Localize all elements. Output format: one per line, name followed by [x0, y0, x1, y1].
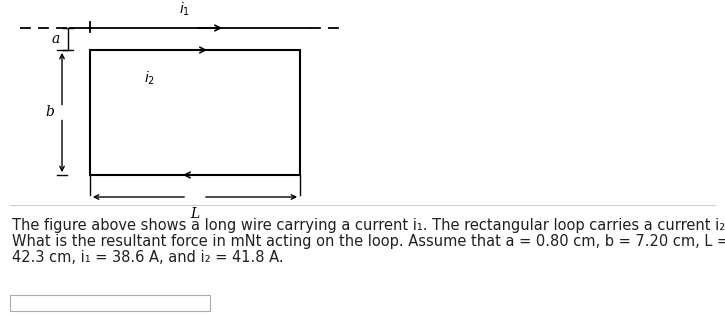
Text: The figure above shows a long wire carrying a current i₁. The rectangular loop c: The figure above shows a long wire carry…	[12, 218, 725, 233]
Text: a: a	[52, 32, 60, 46]
Bar	[90, 50, 300, 175]
Bar	[10, 295, 210, 311]
Text: b: b	[46, 106, 54, 119]
Text: 42.3 cm, i₁ = 38.6 A, and i₂ = 41.8 A.: 42.3 cm, i₁ = 38.6 A, and i₂ = 41.8 A.	[12, 250, 283, 265]
Text: $i_1$: $i_1$	[180, 1, 191, 18]
Text: What is the resultant force in mNt acting on the loop. Assume that a = 0.80 cm, : What is the resultant force in mNt actin…	[12, 234, 725, 249]
Text: L: L	[191, 207, 199, 221]
Text: $i_2$: $i_2$	[144, 69, 156, 87]
